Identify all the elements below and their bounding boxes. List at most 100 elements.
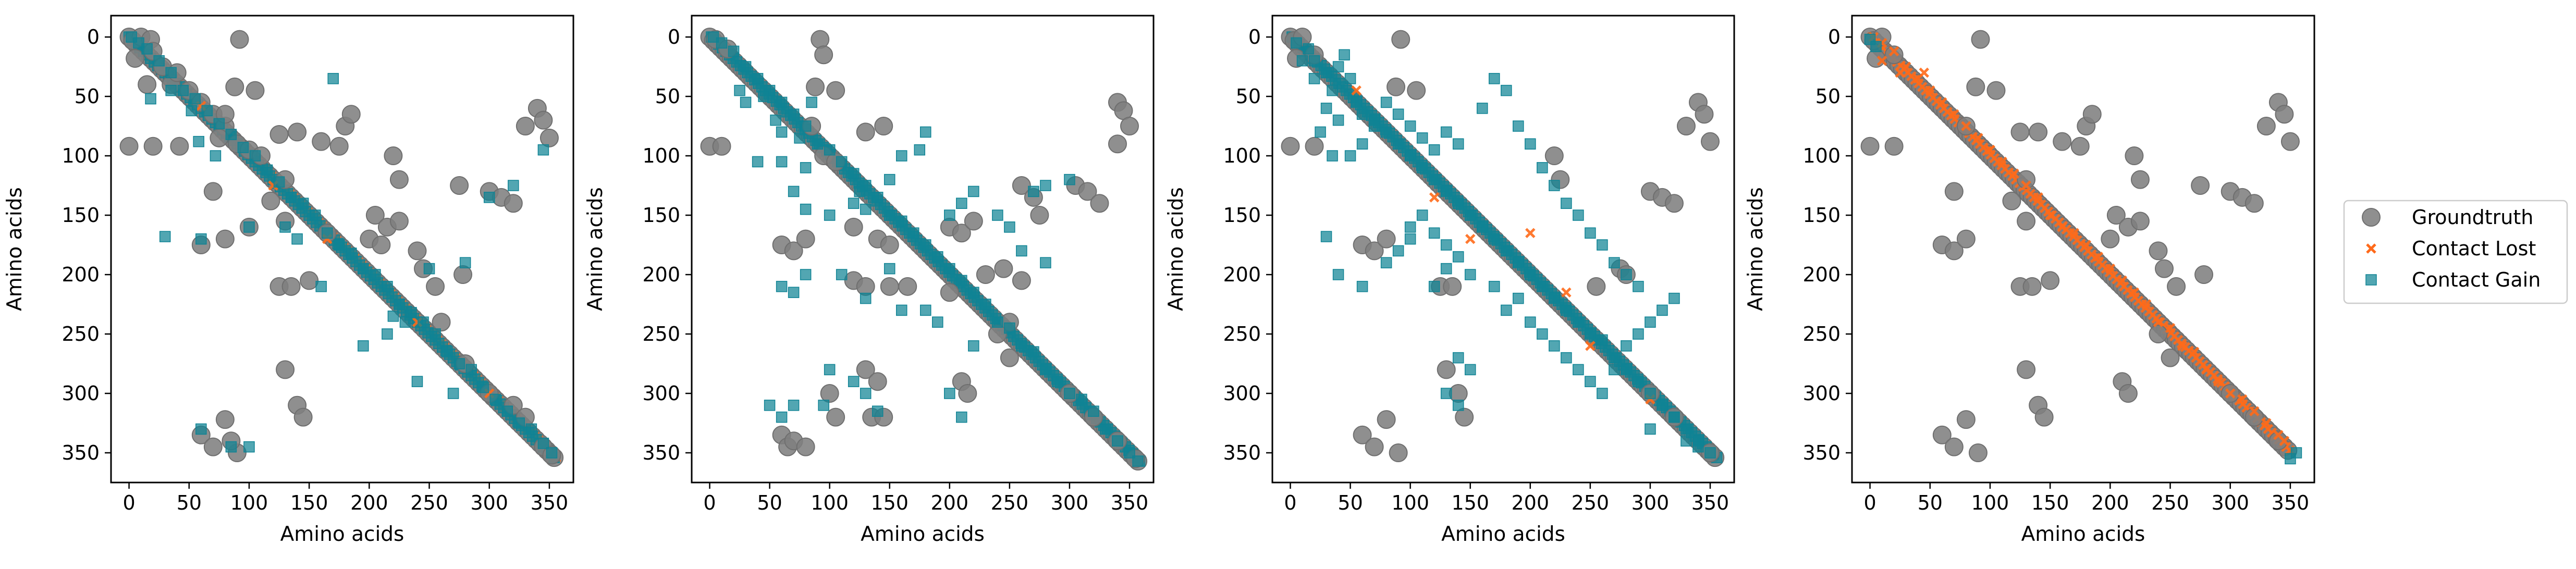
data-point <box>1537 162 1548 174</box>
data-point <box>1884 45 1904 65</box>
data-point <box>1867 49 1886 68</box>
data-point <box>1320 231 1332 242</box>
y-tick-label: 100 <box>62 144 100 167</box>
data-point <box>1549 180 1560 191</box>
data-point <box>707 31 719 43</box>
data-point <box>2279 436 2290 446</box>
data-point <box>165 67 177 79</box>
data-point <box>1597 239 1608 251</box>
data-point <box>501 405 513 417</box>
data-point <box>814 45 833 65</box>
data-point <box>1303 43 1314 55</box>
data-point <box>1012 176 1031 195</box>
data-point <box>2082 105 2102 124</box>
data-point <box>944 209 955 221</box>
data-point <box>994 259 1013 278</box>
data-point <box>848 197 860 209</box>
data-point <box>1597 388 1608 399</box>
data-point <box>1332 269 1344 280</box>
data-point <box>824 144 836 156</box>
data-point <box>273 176 285 188</box>
data-point <box>1956 410 1976 429</box>
data-point <box>940 283 959 302</box>
data-point <box>1124 447 1135 459</box>
data-point <box>215 229 235 249</box>
data-point <box>2280 132 2300 151</box>
data-point <box>896 150 907 162</box>
data-point <box>249 150 261 162</box>
data-point <box>459 257 471 268</box>
data-point <box>1437 360 1456 379</box>
y-tick-label: 250 <box>1223 323 1261 345</box>
data-point <box>884 263 896 275</box>
y-tick-label: 100 <box>1802 144 1841 167</box>
data-point <box>477 381 489 393</box>
x-tick-label: 200 <box>2091 491 2129 514</box>
legend: Groundtruth Contact Lost Contact Gain <box>2343 200 2568 304</box>
data-point <box>964 212 983 231</box>
data-point <box>546 447 558 459</box>
data-point <box>159 231 171 242</box>
data-point <box>1064 388 1075 399</box>
data-point <box>309 209 321 221</box>
data-point <box>1704 447 1716 459</box>
data-point <box>1585 227 1596 239</box>
data-point <box>2010 122 2030 142</box>
data-point <box>2017 212 2036 231</box>
data-point <box>281 277 301 296</box>
data-point <box>1971 30 1990 49</box>
data-point <box>1351 85 1361 96</box>
data-point <box>1428 174 1440 185</box>
data-point <box>1076 393 1087 405</box>
scatter-panel-2: 0 50 100 150 200 250 300 350 0 50 100 150 200 250 300 3… <box>584 15 1155 546</box>
data-point <box>213 118 225 130</box>
data-point <box>203 182 223 201</box>
data-point <box>315 281 327 292</box>
data-point <box>1132 455 1144 467</box>
data-point <box>920 304 931 316</box>
data-point <box>856 277 875 296</box>
y-tick-label: 350 <box>642 441 680 464</box>
data-point <box>513 417 525 429</box>
data-point <box>1621 364 1632 376</box>
data-point <box>776 126 788 138</box>
data-point <box>2069 228 2079 238</box>
data-point <box>225 129 237 140</box>
data-point <box>826 81 845 100</box>
x-tick-label: 350 <box>531 491 569 514</box>
scatter-panel-3: 0 50 100 150 200 250 300 350 0 50 100 150 200 250 300 3… <box>1164 15 1735 546</box>
data-point <box>1356 138 1368 150</box>
x-tick-label: 50 <box>1918 491 1943 514</box>
data-point <box>1332 114 1344 126</box>
data-point <box>2105 263 2116 274</box>
data-point <box>1585 328 1596 340</box>
data-point <box>1308 55 1320 67</box>
data-point <box>2290 447 2302 459</box>
data-point <box>2101 229 2120 249</box>
legend-label: Groundtruth <box>2412 206 2533 229</box>
data-point <box>1621 269 1632 280</box>
data-point <box>854 185 865 197</box>
x-tick-label: 100 <box>1971 491 2009 514</box>
data-point <box>2057 222 2067 232</box>
series-groundtruth <box>1860 28 2300 463</box>
data-point <box>279 221 291 233</box>
data-point <box>261 164 273 176</box>
data-point <box>1973 133 1983 143</box>
x-tick-label: 50 <box>757 491 782 514</box>
data-point <box>1440 239 1452 251</box>
data-point <box>1389 443 1408 463</box>
axes-frame <box>1271 15 1735 484</box>
axes-frame <box>1851 15 2315 484</box>
data-point <box>884 174 896 185</box>
data-point <box>1064 174 1075 185</box>
data-point <box>1609 352 1620 364</box>
data-point <box>1585 341 1596 351</box>
data-point <box>932 251 943 263</box>
data-point <box>225 77 244 96</box>
data-point <box>453 358 465 369</box>
data-point <box>776 281 788 292</box>
data-point <box>980 299 991 310</box>
data-point <box>1488 73 1500 84</box>
data-point <box>896 304 907 316</box>
